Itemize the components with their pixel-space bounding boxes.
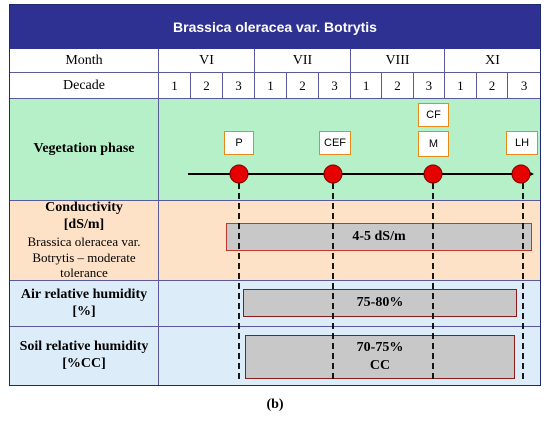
phase-box-cf: CF: [418, 103, 449, 127]
air-humidity-unit: [%]: [72, 303, 96, 319]
air-humidity-bar: 75-80%: [243, 289, 517, 317]
decade-header-label: Decade: [10, 73, 159, 99]
soil-humidity-unit: [%CC]: [62, 356, 106, 371]
soil-humidity-value: 70-75%: [356, 339, 404, 355]
decade-cell: 1: [445, 73, 477, 99]
conductivity-bar: 4-5 dS/m: [226, 223, 532, 251]
diagram-frame: Brassica oleracea var. Botrytis Month VI…: [9, 4, 541, 386]
vegetation-phase-text: Vegetation phase: [33, 141, 135, 157]
timeline-overlay: [188, 164, 534, 383]
month-vii: VII: [255, 49, 351, 73]
decade-cell: 3: [413, 73, 445, 99]
month-xi: XI: [445, 49, 540, 73]
soil-humidity-bar: 70-75% CC: [245, 335, 515, 379]
marker-p: [229, 164, 249, 184]
air-humidity-title: Air relative humidity: [20, 286, 148, 302]
decade-cell: 2: [287, 73, 319, 99]
conductivity-unit: [dS/m]: [63, 217, 105, 233]
air-humidity-label: Air relative humidity [%]: [10, 281, 159, 327]
phase-box-cef: CEF: [319, 131, 351, 155]
decade-cell: 3: [508, 73, 540, 99]
month-vi: VI: [159, 49, 255, 73]
marker-lh: [511, 164, 531, 184]
soil-humidity-label: Soil relative humidity [%CC]: [10, 327, 159, 385]
month-header-label: Month: [10, 49, 159, 73]
marker-cef: [323, 164, 343, 184]
decade-cell: 2: [476, 73, 509, 99]
phase-box-m: M: [418, 131, 449, 157]
decade-cell: 2: [191, 73, 223, 99]
conductivity-title: Conductivity: [45, 200, 123, 216]
soil-humidity-title: Soil relative humidity: [19, 339, 149, 355]
decade-cell: 1: [255, 73, 287, 99]
month-viii: VIII: [351, 49, 445, 73]
marker-m: [423, 164, 443, 184]
decade-cell: 1: [159, 73, 191, 99]
phase-box-lh: LH: [506, 131, 538, 155]
figure-caption: (b): [266, 397, 284, 412]
phase-box-p: P: [224, 131, 254, 155]
conductivity-label: Conductivity [dS/m] Brassica oleracea va…: [10, 200, 159, 281]
soil-humidity-unit-cc: CC: [369, 358, 391, 373]
decade-cell: 3: [223, 73, 255, 99]
conductivity-note: Brassica oleracea var. Botrytis – modera…: [27, 233, 141, 281]
vegetation-phase-label: Vegetation phase: [10, 99, 159, 201]
decade-cell: 3: [319, 73, 351, 99]
diagram-title: Brassica oleracea var. Botrytis: [10, 5, 540, 49]
decade-cell: 1: [351, 73, 383, 99]
decade-cell: 2: [382, 73, 414, 99]
